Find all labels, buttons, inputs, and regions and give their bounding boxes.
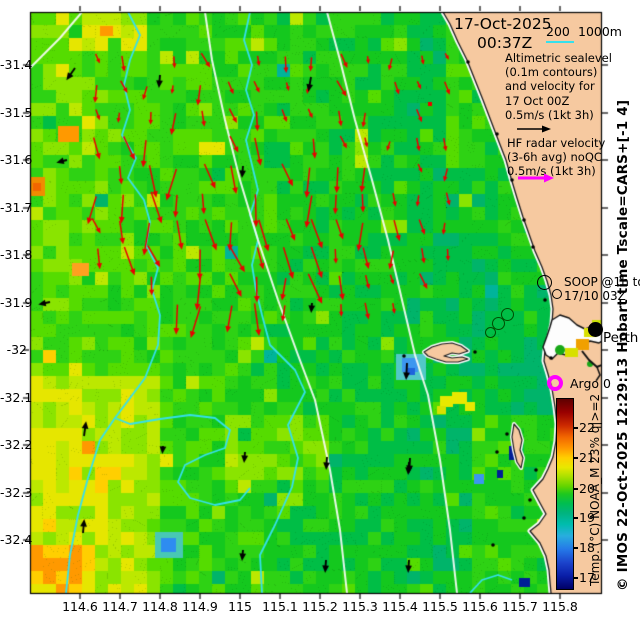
altimetric-legend-line-1: Altimetric sealevel bbox=[505, 51, 612, 65]
colorbar-tickmark-21 bbox=[573, 457, 578, 459]
x-tick-label-115.3: 115.3 bbox=[342, 599, 378, 614]
colorbar-tick-18: 18 bbox=[579, 540, 595, 555]
altimetric-legend-line-2: (0.1m contours) bbox=[505, 65, 598, 80]
depth-contour-200-label: 200 bbox=[546, 24, 570, 39]
depth-contour-1000m-label: 1000m bbox=[578, 24, 622, 39]
x-tick-label-115.4: 115.4 bbox=[382, 599, 418, 614]
black-velocity-arrow-icon bbox=[517, 125, 551, 133]
colorbar-tick-22: 22 bbox=[579, 420, 595, 435]
soop-obs-circle-1 bbox=[537, 275, 552, 290]
hf-legend-line-2: (3-6h avg) noQC bbox=[507, 150, 602, 165]
x-tick-label-114.8: 114.8 bbox=[142, 599, 178, 614]
altimetric-legend-line-5: 0.5m/s (1kt 3h) bbox=[505, 107, 594, 122]
colorbar-tickmark-19 bbox=[573, 517, 578, 519]
y-tick-label--32.3: -32.3 bbox=[0, 485, 33, 500]
y-tick-label--31.8: -31.8 bbox=[0, 247, 33, 262]
x-tick-label-114.9: 114.9 bbox=[182, 599, 218, 614]
colorbar-tickmark-20 bbox=[573, 488, 578, 490]
hf-legend-line-3: 0.5m/s (1kt 3h) bbox=[507, 164, 596, 179]
map-time: 00:37Z bbox=[477, 34, 533, 52]
x-tick-label-115.8: 115.8 bbox=[542, 599, 578, 614]
x-tick-label-115.5: 115.5 bbox=[422, 599, 458, 614]
colorbar-tick-21: 21 bbox=[579, 450, 595, 465]
y-tick-label--31.6: -31.6 bbox=[0, 152, 33, 167]
colorbar-tickmark-22 bbox=[573, 427, 578, 429]
hf-radar-legend: HF radar velocity (3-6h avg) noQC 0.5m/s (… bbox=[507, 136, 605, 179]
altimetric-legend-line-3: and velocity for bbox=[505, 79, 595, 94]
y-tick-label--32: -32 bbox=[6, 342, 27, 357]
altimetric-legend: Altimetric sealevel (0.1m contours) and ve… bbox=[505, 51, 612, 122]
y-tick-label--31.9: -31.9 bbox=[0, 295, 33, 310]
y-tick-label--32.2: -32.2 bbox=[0, 437, 33, 452]
magenta-velocity-arrow-icon bbox=[518, 173, 554, 183]
colorbar-tick-20: 20 bbox=[579, 481, 595, 496]
x-tick-label-115.6: 115.6 bbox=[462, 599, 498, 614]
hf-legend-line-1: HF radar velocity bbox=[507, 136, 606, 150]
map-date: 17-Oct-2025 bbox=[454, 15, 552, 33]
imos-credit-text: © IMOS 22-Oct-2025 12:29:13 Hobart time … bbox=[615, 99, 631, 591]
depth-contour-line-swatch bbox=[546, 41, 574, 43]
altimetric-legend-line-4: 17 Oct 00Z bbox=[505, 93, 570, 108]
colorbar-tickmark-17 bbox=[573, 577, 578, 579]
x-tick-label-115.1: 115.1 bbox=[262, 599, 298, 614]
x-tick-label-114.7: 114.7 bbox=[102, 599, 138, 614]
colorbar-tick-19: 19 bbox=[579, 510, 595, 525]
x-tick-label-114.6: 114.6 bbox=[62, 599, 98, 614]
y-tick-label--31.5: -31.5 bbox=[0, 105, 33, 120]
x-tick-label-115: 115 bbox=[228, 599, 252, 614]
y-tick-label--32.4: -32.4 bbox=[0, 532, 33, 547]
argo-float-marker bbox=[547, 375, 563, 391]
x-tick-label-115.7: 115.7 bbox=[502, 599, 538, 614]
obs-circle-green-1 bbox=[501, 308, 514, 321]
perth-label: Perth bbox=[603, 330, 639, 346]
colorbar-tick-17: 17 bbox=[579, 570, 595, 585]
y-tick-label--31.4: -31.4 bbox=[0, 57, 33, 72]
y-tick-label--32.1: -32.1 bbox=[0, 390, 33, 405]
colorbar-tickmark-18 bbox=[573, 547, 578, 549]
soop-label-line2: 17/10 03Z bbox=[564, 289, 626, 303]
temperature-colorbar bbox=[556, 398, 574, 590]
x-tick-label-115.2: 115.2 bbox=[302, 599, 338, 614]
colorbar-axis-label: Temp. (°C) NOAA_M 23% q|>=2 bbox=[588, 393, 602, 586]
obs-circle-green-3 bbox=[485, 327, 496, 338]
perth-city-dot bbox=[588, 322, 603, 337]
argo-label: Argo 0 bbox=[570, 376, 611, 391]
soop-label-line1: SOOP @1h to bbox=[564, 275, 640, 289]
y-tick-label--31.7: -31.7 bbox=[0, 200, 33, 215]
soop-obs-circle-2 bbox=[552, 289, 562, 299]
obs-circle-green-2 bbox=[492, 317, 505, 330]
